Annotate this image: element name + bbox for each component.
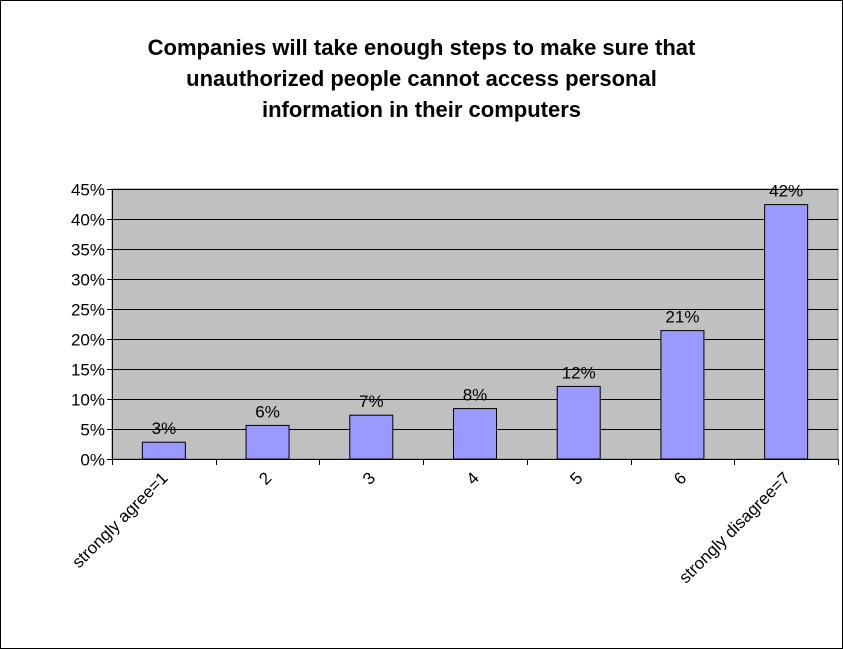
x-category-label: 2 <box>255 468 275 488</box>
chart-title: Companies will take enough steps to make… <box>0 32 843 125</box>
bar <box>245 424 290 460</box>
y-tick-label: 10% <box>71 391 105 410</box>
bar <box>349 414 394 460</box>
chart-title-line-2: unauthorized people cannot access person… <box>186 66 657 91</box>
y-tick-label: 40% <box>71 211 105 230</box>
y-tick-label: 20% <box>71 331 105 350</box>
chart-title-line-3: information in their computers <box>261 97 582 122</box>
y-tick-label: 30% <box>71 271 105 290</box>
x-category-label: strongly agree=1 <box>68 468 171 571</box>
y-tick-label: 0% <box>80 451 105 470</box>
data-label: 12% <box>562 363 596 382</box>
data-label: 42% <box>769 182 803 201</box>
bar <box>660 330 705 460</box>
y-tick-label: 45% <box>71 181 105 200</box>
x-category-label: strongly disagree=7 <box>675 468 794 587</box>
data-label: 3% <box>152 419 177 438</box>
bar <box>556 385 601 460</box>
data-label: 6% <box>255 402 280 421</box>
x-category-label: 3 <box>359 468 379 488</box>
bar <box>764 204 809 460</box>
x-category-label: 6 <box>670 468 690 488</box>
bars <box>141 204 809 460</box>
bar <box>141 441 186 460</box>
x-category-label: 5 <box>566 468 586 488</box>
y-tick-label: 35% <box>71 241 105 260</box>
x-category-label: 4 <box>463 468 483 488</box>
y-tick-label: 15% <box>71 361 105 380</box>
bar <box>453 408 497 460</box>
chart-title-line-1: Companies will take enough steps to make… <box>147 35 696 60</box>
data-label: 8% <box>463 386 488 405</box>
axes <box>107 189 839 465</box>
data-label: 21% <box>665 308 699 327</box>
y-tick-label: 5% <box>80 421 105 440</box>
y-tick-label: 25% <box>71 301 105 320</box>
data-label: 7% <box>359 392 384 411</box>
